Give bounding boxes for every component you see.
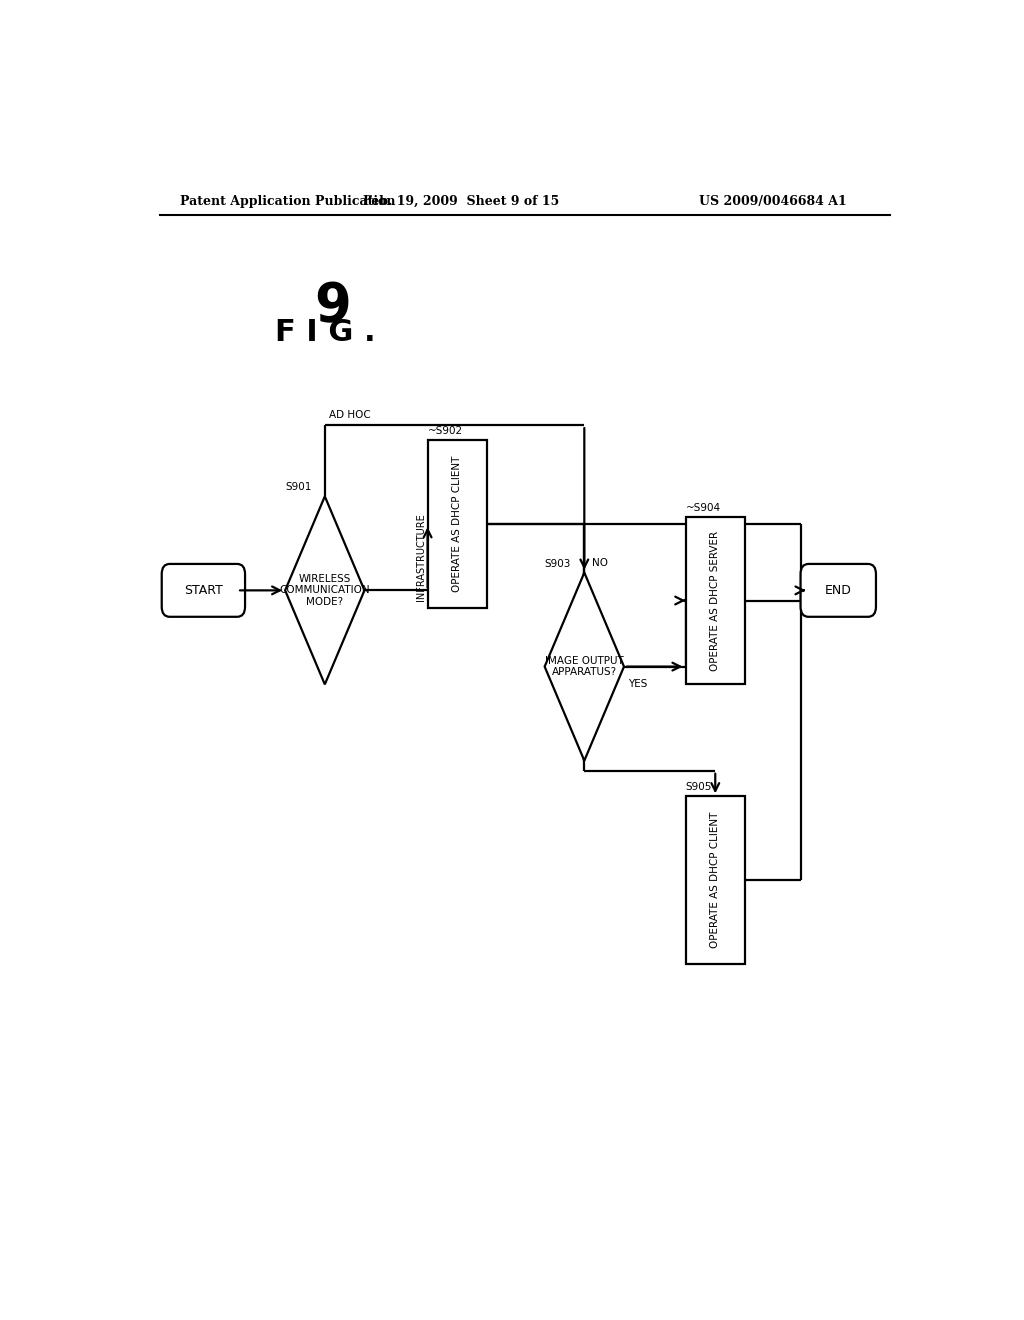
Text: ~S904: ~S904 [685, 503, 721, 512]
Text: S903: S903 [545, 558, 571, 569]
Text: F I G .: F I G . [274, 318, 376, 347]
FancyBboxPatch shape [162, 564, 245, 616]
Bar [685, 516, 745, 684]
Bar [428, 441, 487, 609]
Text: END: END [825, 583, 852, 597]
Text: NO: NO [592, 557, 608, 568]
Text: OPERATE AS DHCP CLIENT: OPERATE AS DHCP CLIENT [453, 457, 463, 593]
Text: INFRASTRUCTURE: INFRASTRUCTURE [416, 513, 426, 601]
Bar [685, 796, 745, 964]
Text: YES: YES [628, 678, 647, 689]
Text: IMAGE OUTPUT
APPARATUS?: IMAGE OUTPUT APPARATUS? [545, 656, 624, 677]
Text: US 2009/0046684 A1: US 2009/0046684 A1 [699, 195, 847, 209]
Text: START: START [184, 583, 223, 597]
Polygon shape [285, 496, 365, 684]
Text: OPERATE AS DHCP CLIENT: OPERATE AS DHCP CLIENT [711, 812, 720, 948]
Text: S901: S901 [285, 482, 311, 492]
Text: WIRELESS
COMMUNICATION
MODE?: WIRELESS COMMUNICATION MODE? [280, 574, 370, 607]
Polygon shape [545, 573, 624, 760]
FancyBboxPatch shape [801, 564, 876, 616]
Text: Feb. 19, 2009  Sheet 9 of 15: Feb. 19, 2009 Sheet 9 of 15 [364, 195, 559, 209]
Text: Patent Application Publication: Patent Application Publication [179, 195, 395, 209]
Text: AD HOC: AD HOC [329, 411, 371, 420]
Text: OPERATE AS DHCP SERVER: OPERATE AS DHCP SERVER [711, 531, 720, 671]
Text: S905: S905 [685, 783, 712, 792]
Text: 9: 9 [314, 280, 351, 333]
Text: ~S902: ~S902 [428, 426, 463, 437]
